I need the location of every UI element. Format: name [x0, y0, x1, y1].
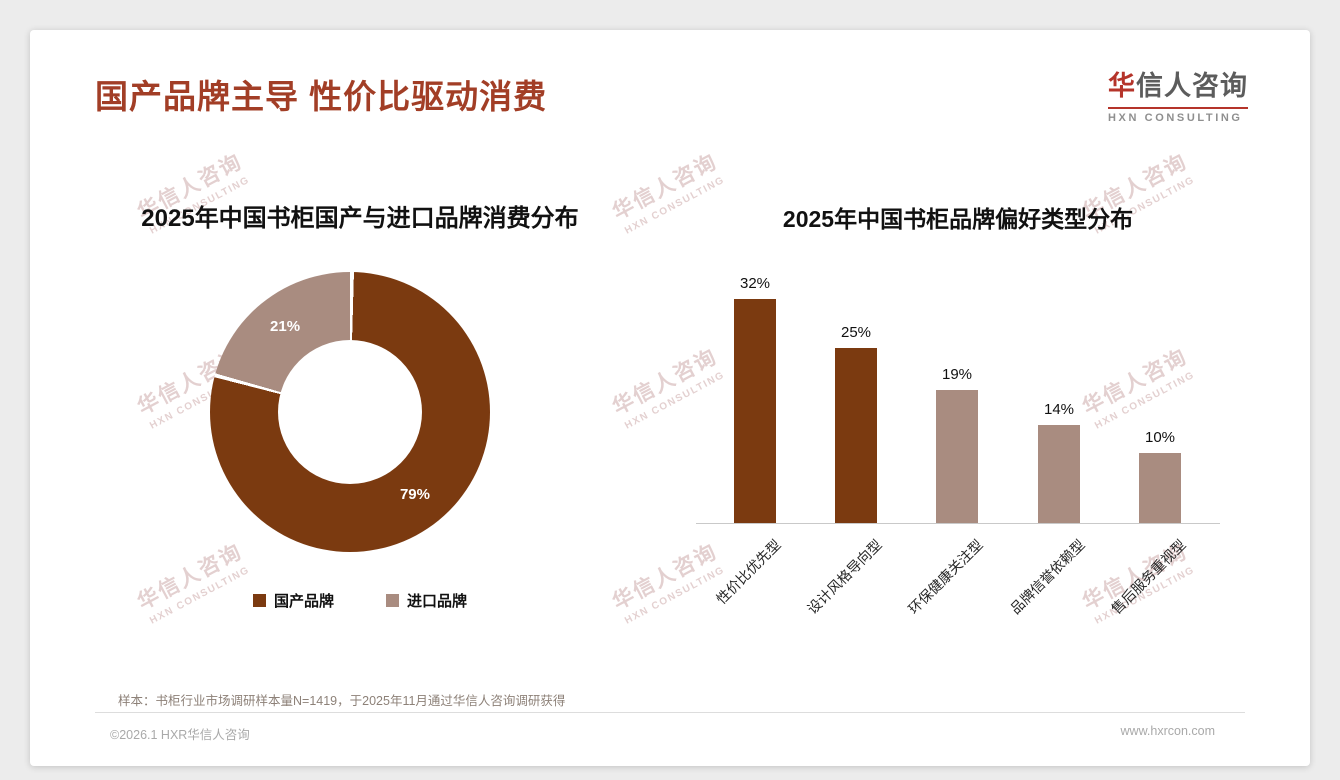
bar-value-label: 32% — [739, 275, 771, 292]
page-title: 国产品牌主导 性价比驱动消费 — [95, 78, 548, 115]
bar-value-label: 10% — [1144, 429, 1176, 446]
bar-category-label: 品牌信誉依赖型 — [1007, 536, 1088, 618]
bar-category-label: 售后服务重视型 — [1108, 536, 1189, 618]
sample-footnote: 样本：书柜行业市场调研样本量N=1419，于2025年11月通过华信人咨询调研获… — [118, 694, 566, 708]
donut-chart: 79% 21% — [210, 272, 490, 552]
bar-category-label: 设计风格导向型 — [804, 536, 885, 618]
pie-legend: 国产品牌 进口品牌 — [60, 590, 660, 611]
legend-item: 进口品牌 — [386, 590, 467, 611]
bar-plot: 32% 性价比优先型 25% 设计风格导向型 19% 环保健康关注型 14% 品牌信誉依赖型 1… — [688, 252, 1222, 692]
bar-axis-line — [696, 523, 1220, 524]
slide-page: 华信人咨询 HXN CONSULTING 华信人咨询 HXN CONSULTING 华信… — [30, 30, 1310, 766]
logo-cn-first-char: 华 — [1108, 71, 1136, 101]
logo-english-name: HXN CONSULTING — [1108, 112, 1243, 124]
copyright-text: ©2026.1 HXR华信人咨询 — [110, 728, 250, 742]
legend-item: 国产品牌 — [252, 590, 334, 611]
legend-label: 国产品牌 — [273, 593, 334, 610]
pie-data-label: 21% — [270, 318, 301, 336]
legend-swatch — [386, 594, 399, 607]
bar-chart-title: 2025年中国书柜品牌偏好类型分布 — [782, 206, 1134, 232]
pie-chart-title: 2025年中国书柜国产与进口品牌消费分布 — [141, 205, 579, 232]
legend-swatch — [252, 594, 266, 607]
donut-hole — [278, 340, 422, 484]
company-logo: 华信人咨询 HXN CONSULTING — [1108, 64, 1248, 124]
bar — [835, 348, 877, 523]
legend-label: 进口品牌 — [407, 593, 468, 610]
bar — [1139, 453, 1181, 523]
logo-divider-line — [1108, 107, 1248, 109]
logo-cn-rest-chars: 信人咨询 — [1136, 71, 1248, 101]
footer-divider — [95, 712, 1245, 713]
bar-value-label: 19% — [941, 366, 973, 383]
bar-value-label: 14% — [1043, 401, 1075, 418]
logo-chinese-name: 华信人咨询 — [1108, 64, 1248, 103]
bar-category-label: 环保健康关注型 — [905, 536, 986, 618]
bar-category-label: 性价比优先型 — [713, 536, 784, 608]
bar — [734, 299, 776, 523]
website-link[interactable]: www.hxrcon.com — [1120, 724, 1215, 738]
bar — [936, 390, 978, 523]
bar-value-label: 25% — [840, 324, 872, 341]
pie-data-label: 79% — [399, 485, 430, 503]
bar — [1038, 425, 1080, 523]
watermark: 华信人咨询 HXN CONSULTING — [132, 536, 254, 628]
